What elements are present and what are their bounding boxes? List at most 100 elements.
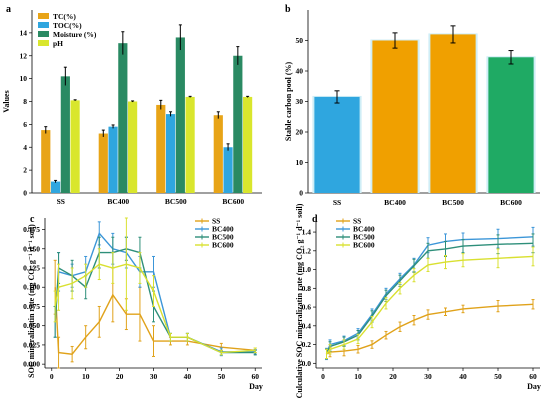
x-tick-label: BC400 [384, 198, 406, 207]
series-line [325, 242, 534, 355]
legend-label: BC400 [212, 225, 234, 234]
x-tick-label: BC500 [442, 198, 464, 207]
y-tick-label: 0 [23, 189, 27, 198]
y-tick-label: 6 [23, 120, 27, 129]
y-tick-label: 0.150 [23, 244, 40, 253]
legend-label: Moisture (%) [53, 30, 97, 39]
x-tick-label: 60 [529, 372, 537, 381]
y-tick-label: 0.0 [302, 359, 312, 368]
x-tick-label: 0 [321, 372, 325, 381]
x-tick-label: 30 [424, 372, 432, 381]
x-tick-label: BC500 [165, 197, 187, 206]
bar [430, 34, 476, 194]
legend-swatch [38, 13, 49, 19]
legend-label: SS [212, 217, 220, 226]
y-tick-label: 10 [20, 74, 28, 83]
panel-letter-a: a [6, 4, 11, 15]
bar [175, 37, 185, 194]
y-tick-label: 0.2 [302, 340, 312, 349]
legend-label: TC(%) [53, 12, 76, 21]
bar [41, 130, 51, 193]
series-line [325, 255, 534, 355]
legend-swatch [38, 40, 49, 46]
y-axis-label: Values [2, 90, 11, 112]
x-tick-label: 20 [389, 372, 397, 381]
bar [70, 100, 80, 193]
y-tick-label: 0.100 [23, 283, 40, 292]
y-tick-label: 0.000 [23, 360, 40, 369]
y-tick-label: 0.075 [23, 302, 40, 311]
y-tick-label: 0.8 [302, 284, 312, 293]
series-line [325, 236, 534, 355]
legend-swatch [38, 31, 49, 37]
bar [233, 55, 243, 193]
y-tick-label: 4 [23, 143, 27, 152]
legend-label: BC600 [212, 241, 234, 250]
x-axis-label: Day [249, 382, 263, 391]
panel-c: c 0.000 0.025 0.050 0.075 0.100 0.125 0.150 0.17… [23, 214, 263, 391]
legend-label: BC400 [353, 225, 375, 234]
y-axis-label: Stable carbon pool (%) [284, 62, 293, 142]
y-tick-label: 14 [20, 28, 28, 37]
x-tick-label: BC600 [500, 198, 522, 207]
y-tick-label: 20 [296, 128, 304, 137]
legend-label: BC500 [353, 233, 375, 242]
y-axis-label: Culculative SOC mineralizatin rate (mg C… [295, 203, 304, 398]
bar [50, 181, 61, 193]
legend-label: TOC(%) [53, 21, 82, 30]
y-tick-label: 2 [23, 166, 27, 175]
panel-letter-c: c [30, 214, 35, 225]
panel-b: b 0 10 20 30 40 50 Stable carbon pool (%) SS BC40… [284, 4, 540, 207]
y-tick-label: 50 [296, 36, 304, 45]
panel-letter-d: d [312, 214, 318, 225]
legend-label: BC600 [353, 241, 375, 250]
y-axis-label: SOC mineralizatin rate (mg CO₂ g⁻¹ d⁻¹ s… [27, 224, 36, 378]
bar [165, 114, 176, 193]
panel-d: d 0.0 0.2 0.4 0.6 0.8 1.0 1.2 1.4 0 10 20 30 40 50 60Da… [295, 203, 541, 398]
bar [185, 96, 195, 193]
bar [118, 43, 128, 194]
bar [60, 76, 70, 193]
bar [243, 96, 253, 193]
legend-swatch [38, 22, 49, 28]
y-tick-label: 30 [296, 97, 304, 106]
bar [128, 101, 138, 193]
x-tick-label: 20 [116, 372, 124, 381]
x-tick-label: 50 [494, 372, 502, 381]
legend-label: BC500 [212, 233, 234, 242]
x-tick-label: SS [333, 198, 341, 207]
y-tick-label: 0.025 [23, 340, 40, 349]
x-tick-label: 10 [354, 372, 362, 381]
bar [223, 147, 233, 193]
y-tick-label: 0.6 [302, 303, 312, 312]
x-tick-label: 40 [184, 372, 192, 381]
bar [314, 96, 360, 193]
legend-label: SS [353, 217, 361, 226]
x-axis-label: Day [527, 382, 541, 391]
y-tick-label: 12 [20, 51, 28, 60]
y-tick-label: 1.0 [302, 265, 312, 274]
y-tick-label: 0.125 [23, 264, 40, 273]
x-tick-label: 10 [82, 372, 90, 381]
x-tick-label: 40 [459, 372, 467, 381]
panel-a: a 0 2 4 6 8 10 12 14 Values SS BC400 BC500 BC600 TC(%)… [2, 4, 262, 206]
bar [488, 57, 534, 194]
bar [156, 104, 166, 193]
panel-letter-b: b [285, 4, 291, 15]
x-tick-label: 50 [218, 372, 226, 381]
bar [98, 133, 108, 193]
y-tick-label: 0.4 [302, 321, 312, 330]
y-tick-label: 40 [296, 67, 304, 76]
y-tick-label: 1.4 [302, 228, 312, 237]
bar [372, 40, 418, 193]
y-tick-label: 1.2 [302, 246, 312, 255]
y-tick-label: 10 [296, 158, 304, 167]
y-tick-label: 0 [299, 189, 303, 198]
x-tick-label: BC400 [107, 197, 129, 206]
x-tick-label: 30 [150, 372, 158, 381]
y-tick-label: 0.175 [23, 225, 40, 234]
x-tick-label: 0 [50, 372, 54, 381]
bar [108, 126, 118, 193]
x-tick-label: 60 [251, 372, 259, 381]
